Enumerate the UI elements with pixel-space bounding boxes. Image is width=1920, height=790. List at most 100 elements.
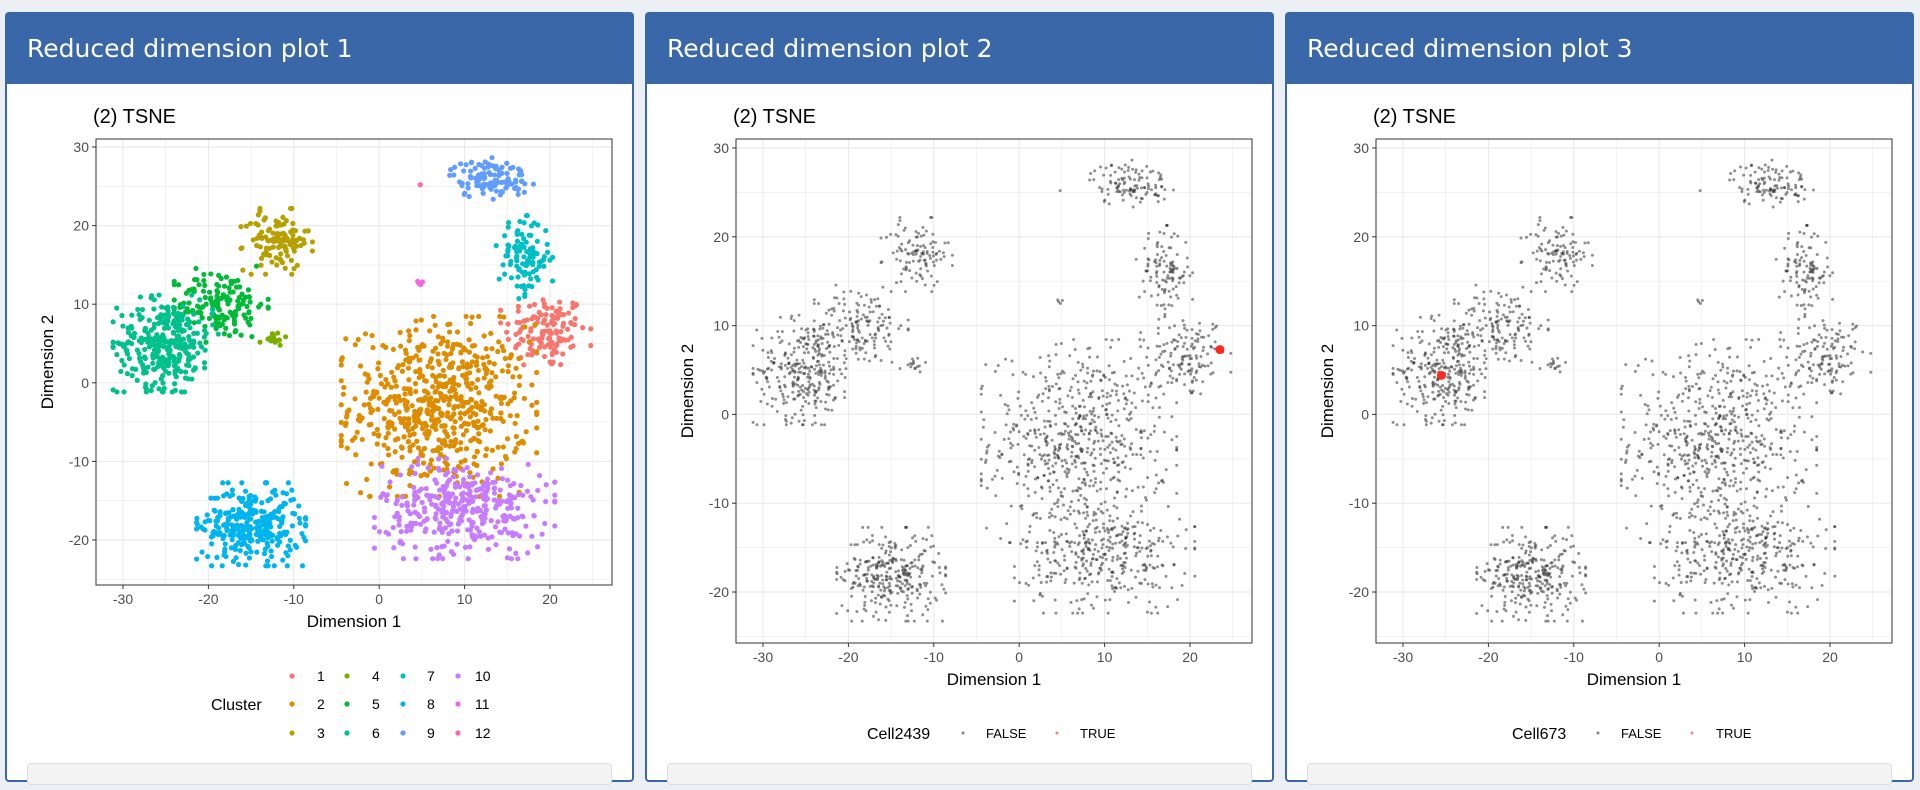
data-point — [1082, 530, 1085, 533]
data-point — [1143, 578, 1146, 581]
data-point — [1094, 543, 1097, 546]
data-point — [550, 278, 555, 283]
data-point — [1057, 498, 1060, 501]
data-point — [1050, 508, 1053, 511]
data-point — [838, 368, 841, 371]
data-point — [941, 620, 944, 623]
data-point — [1784, 496, 1787, 499]
data-point — [1111, 559, 1114, 562]
data-point — [294, 244, 299, 249]
data-point — [224, 491, 229, 496]
data-point — [1091, 539, 1094, 542]
data-point — [426, 465, 431, 470]
data-point — [874, 337, 877, 340]
data-point — [1123, 527, 1126, 530]
data-point — [872, 585, 875, 588]
data-point — [1065, 532, 1068, 535]
data-point — [543, 312, 548, 317]
data-point — [277, 531, 282, 536]
data-point — [389, 385, 394, 390]
data-point — [1742, 472, 1745, 475]
data-point — [399, 503, 404, 508]
data-point — [192, 277, 197, 282]
data-point — [1027, 494, 1030, 497]
data-point — [1142, 457, 1145, 460]
data-point — [1139, 345, 1142, 348]
x-tick-label: 0 — [1015, 649, 1023, 665]
data-point — [844, 376, 847, 379]
data-point — [905, 564, 908, 567]
data-point — [802, 372, 805, 375]
data-point — [424, 517, 429, 522]
data-point — [1175, 294, 1178, 297]
data-point — [1054, 515, 1057, 518]
data-point — [202, 360, 207, 365]
data-point — [897, 223, 900, 226]
x-tick-label: 20 — [1182, 649, 1198, 665]
data-point — [506, 220, 511, 225]
data-point — [473, 494, 478, 499]
data-point — [1077, 510, 1080, 513]
data-point — [440, 501, 445, 506]
data-point — [230, 507, 235, 512]
data-point — [259, 537, 264, 542]
data-point — [543, 329, 548, 334]
data-point — [1794, 459, 1797, 462]
data-point — [1786, 437, 1789, 440]
data-point — [1078, 571, 1081, 574]
data-point — [980, 472, 983, 475]
data-point — [289, 258, 294, 263]
data-point — [924, 361, 927, 364]
data-point — [1046, 558, 1049, 561]
data-point — [781, 330, 784, 333]
data-point — [791, 391, 794, 394]
data-point — [1039, 433, 1042, 436]
data-point — [216, 525, 221, 530]
data-point — [906, 597, 909, 600]
data-point — [125, 371, 130, 376]
data-point — [1123, 407, 1126, 410]
data-point — [1156, 345, 1159, 348]
data-point — [510, 374, 515, 379]
data-point — [1193, 547, 1196, 550]
data-point — [1134, 171, 1137, 174]
data-point — [1195, 371, 1198, 374]
data-point — [445, 539, 450, 544]
data-point — [862, 574, 865, 577]
data-point — [430, 373, 435, 378]
data-point — [472, 343, 477, 348]
data-point — [433, 503, 438, 508]
data-point — [449, 414, 454, 419]
data-point — [1674, 491, 1677, 494]
data-point — [880, 236, 883, 239]
data-point — [1149, 529, 1152, 532]
data-point — [1122, 392, 1125, 395]
data-point — [858, 340, 861, 343]
data-point — [884, 552, 887, 555]
data-point — [479, 407, 484, 412]
data-point — [925, 230, 928, 233]
data-point — [429, 493, 434, 498]
data-point — [244, 524, 249, 529]
data-point — [1142, 339, 1145, 342]
data-point — [1073, 459, 1076, 462]
data-point — [1119, 557, 1122, 560]
data-point — [1211, 323, 1214, 326]
data-point — [375, 366, 380, 371]
data-point — [1019, 542, 1022, 545]
data-point — [494, 416, 499, 421]
data-point — [1077, 486, 1080, 489]
data-point — [487, 360, 492, 365]
data-point — [391, 545, 396, 550]
data-point — [1134, 406, 1137, 409]
data-point — [1815, 401, 1818, 404]
data-point — [889, 589, 892, 592]
data-point — [985, 527, 988, 530]
data-point — [1086, 367, 1089, 370]
data-point — [268, 548, 273, 553]
data-point — [136, 351, 141, 356]
